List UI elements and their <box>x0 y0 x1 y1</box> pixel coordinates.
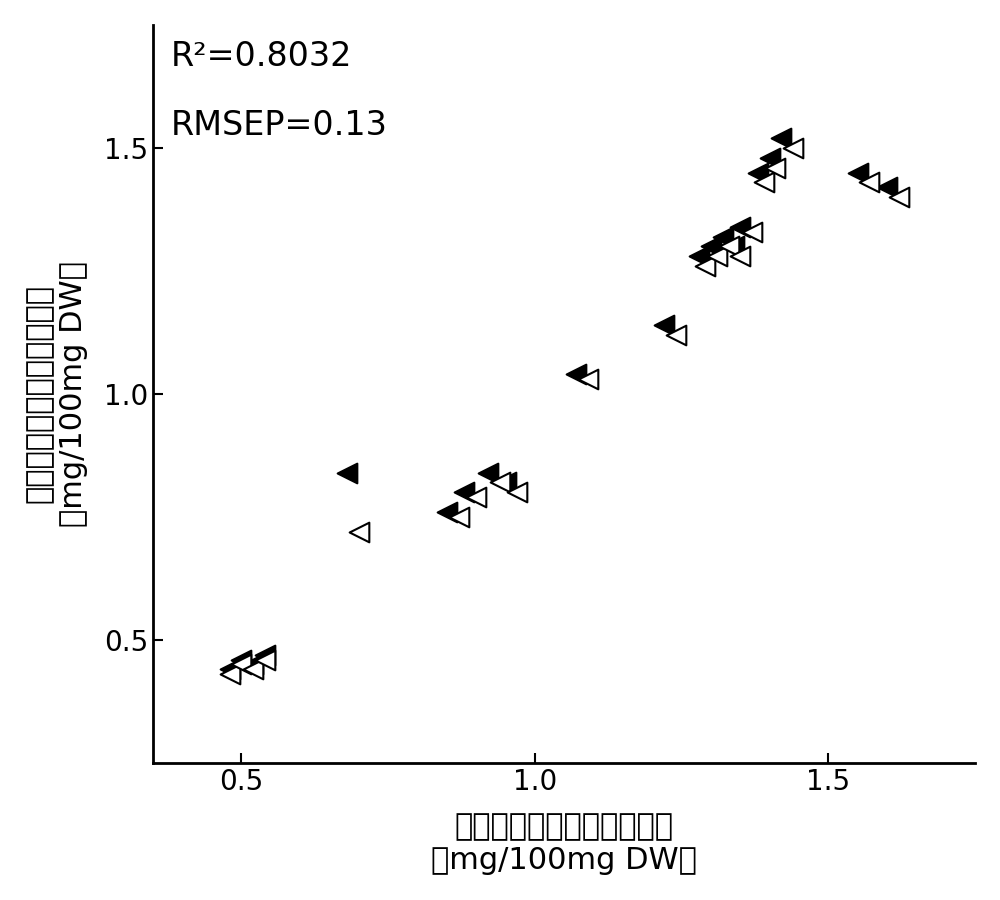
X-axis label: 玉米叶片苏氨酸含量实际值
（mg/100mg DW）: 玉米叶片苏氨酸含量实际值 （mg/100mg DW） <box>431 813 697 875</box>
Text: R²=0.8032: R²=0.8032 <box>171 40 352 73</box>
Point <box>492 475 508 490</box>
Point <box>785 140 801 155</box>
Point <box>233 657 249 671</box>
Point <box>233 652 249 667</box>
Point <box>468 490 484 504</box>
Point <box>756 176 772 190</box>
Point <box>257 647 273 662</box>
Point <box>580 372 596 386</box>
Point <box>773 130 789 145</box>
Point <box>245 657 261 671</box>
Point <box>726 239 742 254</box>
Point <box>891 190 907 204</box>
Point <box>222 662 238 677</box>
Point <box>245 662 261 677</box>
Point <box>767 160 783 175</box>
Point <box>732 249 748 264</box>
Point <box>456 485 472 500</box>
Point <box>480 465 496 480</box>
Point <box>721 239 737 254</box>
Point <box>257 652 273 667</box>
Point <box>509 485 525 500</box>
Point <box>439 505 455 519</box>
Point <box>861 176 877 190</box>
Point <box>691 249 707 264</box>
Point <box>498 475 514 490</box>
Point <box>668 328 684 342</box>
Text: RMSEP=0.13: RMSEP=0.13 <box>171 109 388 141</box>
Point <box>744 224 760 238</box>
Point <box>351 525 367 539</box>
Point <box>879 180 895 194</box>
Point <box>697 259 713 274</box>
Point <box>568 367 584 382</box>
Point <box>762 150 778 165</box>
Point <box>656 318 672 332</box>
Point <box>750 166 766 180</box>
Point <box>709 249 725 264</box>
Point <box>715 230 731 244</box>
Point <box>451 509 467 524</box>
Point <box>339 465 355 480</box>
Point <box>703 239 719 254</box>
Point <box>732 220 748 234</box>
Point <box>222 667 238 681</box>
Point <box>850 166 866 180</box>
Y-axis label: 玉米叶片苏氨酸含量预测值
（mg/100mg DW）: 玉米叶片苏氨酸含量预测值 （mg/100mg DW） <box>25 261 88 526</box>
